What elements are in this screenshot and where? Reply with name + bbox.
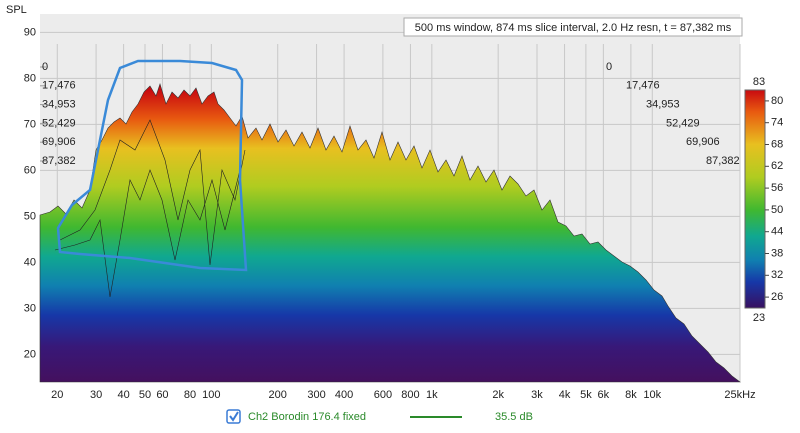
- colorbar-tick-label: 74: [771, 117, 783, 129]
- x-tick-label: 20: [51, 389, 63, 401]
- y-tick-label: 70: [24, 118, 36, 130]
- time-tick-label: 17,476: [626, 80, 660, 92]
- x-tick-label: 50: [139, 389, 151, 401]
- colorbar-tick-label: 44: [771, 226, 783, 238]
- x-tick-label: 40: [118, 389, 130, 401]
- annotation-box: [403, 17, 743, 37]
- time-tick-label: 52,429: [42, 117, 76, 129]
- x-tick-label: 5k: [580, 389, 592, 401]
- x-tick-label: 100: [202, 389, 220, 401]
- colorbar-max: 83: [753, 76, 765, 88]
- colorbar-tick-label: 38: [771, 247, 783, 259]
- colorbar-tick-label: 32: [771, 269, 783, 281]
- colorbar-tick-label: 68: [771, 138, 783, 150]
- time-tick-label: 0: [606, 61, 612, 73]
- y-tick-label: 80: [24, 72, 36, 84]
- y-axis-label: SPL: [6, 4, 27, 16]
- y-tick-label: 20: [24, 348, 36, 360]
- legend-level: 35.5 dB: [495, 411, 533, 423]
- time-tick-label: 0: [42, 61, 48, 73]
- x-tick-label: 200: [269, 389, 287, 401]
- x-tick-label: 600: [374, 389, 392, 401]
- y-tick-label: 40: [24, 256, 36, 268]
- x-tick-label: 10k: [643, 389, 661, 401]
- x-tick-label: 8k: [625, 389, 637, 401]
- time-tick-label: 87,382: [706, 155, 740, 167]
- x-tick-label: 1k: [426, 389, 438, 401]
- colorbar-tick-label: 50: [771, 204, 783, 216]
- colorbar-tick-label: 26: [771, 291, 783, 303]
- x-tick-label: 6k: [598, 389, 610, 401]
- colorbar-tick-label: 62: [771, 160, 783, 172]
- x-tick-label: 2k: [492, 389, 504, 401]
- y-tick-label: 90: [24, 26, 36, 38]
- slice-contour: [59, 119, 246, 266]
- y-tick-label: 60: [24, 164, 36, 176]
- colorbar-tick-label: 80: [771, 95, 783, 107]
- x-tick-label: 4k: [559, 389, 571, 401]
- colorbar-tick-label: 56: [771, 182, 783, 194]
- y-tick-label: 50: [24, 210, 36, 222]
- time-tick-label: 17,476: [42, 80, 76, 92]
- slice-contour: [54, 169, 241, 298]
- y-tick-label: 30: [24, 302, 36, 314]
- check-mark: [229, 411, 239, 422]
- time-tick-label: 34,953: [42, 99, 76, 111]
- annotation: 500 ms window, 874 ms slice interval, 2.…: [415, 22, 732, 34]
- time-tick-label: 69,906: [686, 136, 720, 148]
- x-tick-label: 300: [307, 389, 325, 401]
- colorbar: [744, 89, 766, 309]
- x-tick-label: 400: [335, 389, 353, 401]
- time-tick-label: 87,382: [42, 155, 76, 167]
- time-tick-label: 34,953: [646, 99, 680, 111]
- time-tick-label: 69,906: [42, 136, 76, 148]
- x-tick-label: 800: [401, 389, 419, 401]
- drawn-outline: [56, 59, 248, 272]
- colorbar-min: 23: [753, 312, 765, 324]
- x-tick-label: 80: [184, 389, 196, 401]
- x-tick-label: 60: [156, 389, 168, 401]
- x-tick-label: 3k: [531, 389, 543, 401]
- time-tick-label: 52,429: [666, 117, 700, 129]
- waterfall-surface: [39, 83, 741, 383]
- x-tick-label: 25kHz: [724, 389, 755, 401]
- x-tick-label: 30: [90, 389, 102, 401]
- legend-label[interactable]: Ch2 Borodin 176.4 fixed: [248, 411, 366, 423]
